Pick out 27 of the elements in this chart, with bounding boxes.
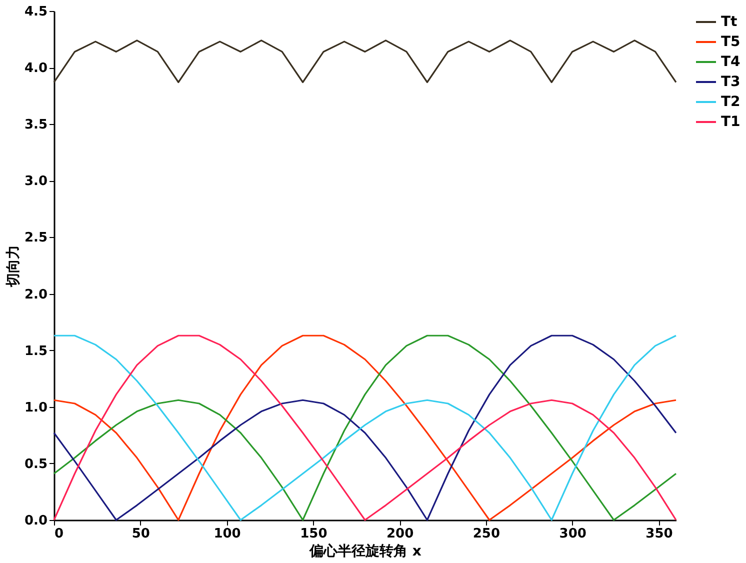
y-tick-label: 1.0	[24, 400, 48, 416]
y-tick-label: 3.5	[24, 118, 48, 133]
y-tick-label: 4.5	[24, 4, 48, 20]
y-tick-label: 0.0	[24, 514, 48, 528]
y-tick-label: 4.0	[24, 61, 48, 76]
y-tick-label: 0.5	[24, 456, 48, 472]
x-tick-label: 200	[386, 526, 414, 542]
legend-label: T4	[721, 54, 741, 70]
y-tick-label: 3.0	[24, 174, 48, 190]
x-tick-label: 0	[54, 526, 64, 542]
legend-label: Tt	[721, 14, 738, 30]
legend-label: T1	[721, 114, 740, 130]
x-tick-label: 300	[559, 526, 586, 542]
x-tick-label: 350	[646, 526, 673, 542]
x-axis-title: 偏心半径旋转角 x	[308, 542, 422, 560]
legend-label: T3	[721, 74, 740, 90]
line-series	[53, 40, 677, 84]
x-tick-label: 150	[300, 526, 328, 542]
y-tick-label: 1.5	[24, 344, 48, 359]
y-axis-title: 切向力	[5, 245, 22, 288]
legend-label: T2	[721, 94, 740, 110]
y-tick-label: 2.0	[24, 287, 48, 302]
x-tick-label: 50	[132, 526, 150, 542]
x-tick-label: 100	[214, 526, 241, 542]
legend-label: T5	[721, 34, 740, 50]
y-tick-label: 2.5	[24, 230, 48, 246]
x-tick-label: 250	[472, 526, 500, 542]
